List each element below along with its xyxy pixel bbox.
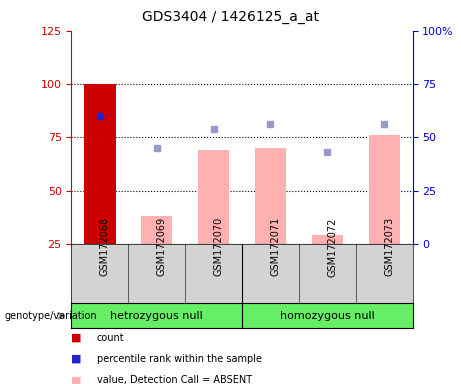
Text: ■: ■ (71, 375, 82, 384)
Text: ■: ■ (71, 354, 82, 364)
Text: GSM172071: GSM172071 (271, 217, 280, 276)
Text: homozygous null: homozygous null (280, 311, 375, 321)
Bar (312, 235, 343, 244)
Bar (198, 150, 229, 244)
Text: GSM172073: GSM172073 (384, 217, 394, 276)
Text: percentile rank within the sample: percentile rank within the sample (97, 354, 262, 364)
Text: GSM172070: GSM172070 (213, 217, 224, 276)
Text: GSM172069: GSM172069 (157, 217, 167, 276)
Text: count: count (97, 333, 124, 343)
Bar (141, 216, 172, 244)
Text: genotype/variation: genotype/variation (5, 311, 97, 321)
Text: GSM172072: GSM172072 (327, 217, 337, 276)
Text: ■: ■ (71, 333, 82, 343)
Text: GDS3404 / 1426125_a_at: GDS3404 / 1426125_a_at (142, 10, 319, 23)
Text: value, Detection Call = ABSENT: value, Detection Call = ABSENT (97, 375, 252, 384)
Bar (255, 148, 286, 244)
Text: hetrozygous null: hetrozygous null (110, 311, 203, 321)
Text: GSM172068: GSM172068 (100, 217, 110, 276)
Bar (84, 84, 116, 244)
Bar (368, 135, 400, 244)
